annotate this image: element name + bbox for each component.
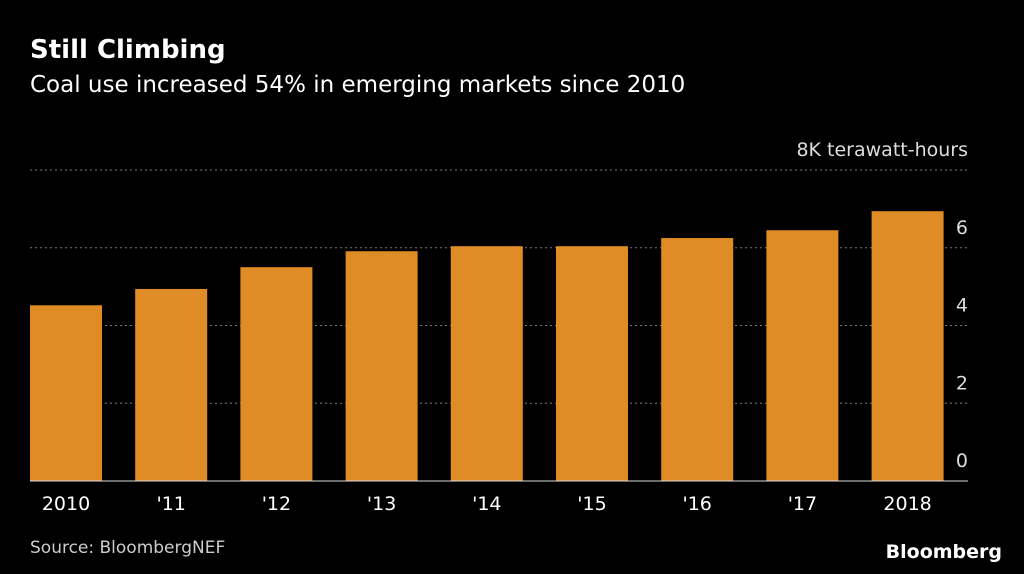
y-tick-label: 4 xyxy=(956,295,968,317)
x-tick-label: 2010 xyxy=(42,493,90,515)
y-tick-label: 0 xyxy=(956,450,968,472)
y-tick-label: 8K terawatt-hours xyxy=(796,139,968,161)
bar xyxy=(766,230,839,481)
y-tick-label: 6 xyxy=(956,217,968,239)
bar xyxy=(450,246,523,481)
x-tick-label: '14 xyxy=(472,493,501,515)
brand: Bloomberg xyxy=(886,541,1002,563)
x-tick-label: '11 xyxy=(156,493,185,515)
x-tick-label: 2018 xyxy=(883,493,931,515)
bar xyxy=(871,211,944,481)
x-tick-label: '16 xyxy=(682,493,711,515)
bar xyxy=(135,288,208,481)
bar xyxy=(556,246,628,481)
y-tick-label: 2 xyxy=(956,372,968,394)
bar xyxy=(240,267,313,481)
source: Source: BloombergNEF xyxy=(30,538,225,558)
bar xyxy=(30,305,102,481)
bar xyxy=(661,238,734,481)
x-tick-label: '15 xyxy=(577,493,606,515)
x-tick-label: '12 xyxy=(262,493,291,515)
bar xyxy=(345,251,418,481)
chart-title: Still Climbing xyxy=(30,35,226,65)
chart-subtitle: Coal use increased 54% in emerging marke… xyxy=(30,72,685,98)
x-tick-label: '17 xyxy=(788,493,817,515)
x-tick-label: '13 xyxy=(367,493,396,515)
